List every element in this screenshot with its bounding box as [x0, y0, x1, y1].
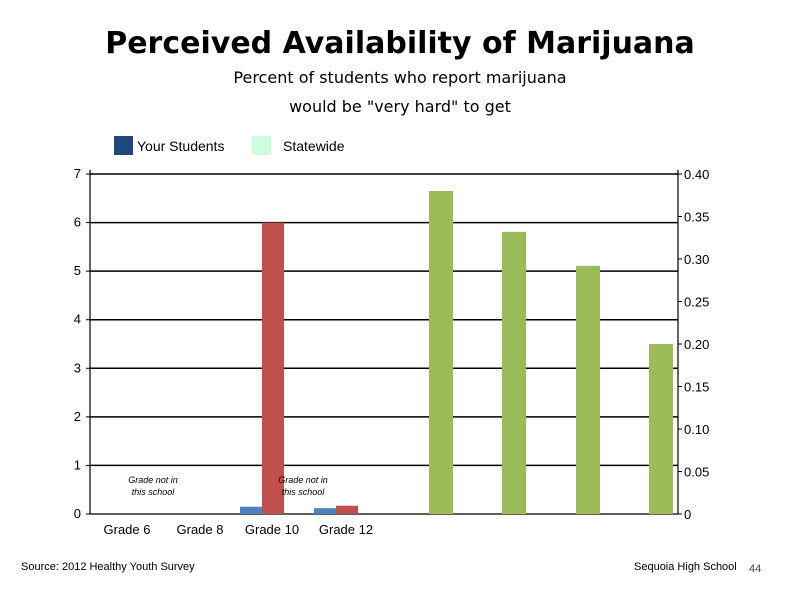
bar: [240, 506, 262, 514]
left-tick-label: 1: [74, 457, 81, 472]
page-number: 44: [749, 563, 762, 575]
category-label: Grade 10: [245, 522, 299, 537]
left-tick-label: 2: [74, 409, 81, 424]
annotation-text: Grade not in: [128, 475, 178, 485]
left-tick-label: 5: [74, 263, 81, 278]
right-tick-label: 0.25: [684, 295, 709, 310]
bar: [502, 231, 526, 515]
legend-label-your-students: Your Students: [137, 137, 225, 154]
annotation-text: Grade not in: [278, 475, 328, 485]
legend-item-statewide: Statewide: [252, 136, 344, 155]
legend-item-your-students: Your Students: [114, 136, 224, 155]
category-label: Grade 6: [104, 522, 151, 537]
bar: [262, 222, 284, 515]
left-tick-label: 0: [74, 506, 81, 521]
right-tick-label: 0.15: [684, 380, 709, 395]
chart-subtitle-line-2: would be "very hard" to get: [289, 97, 511, 116]
legend-label-statewide: Statewide: [283, 137, 345, 154]
left-tick-label: 4: [74, 312, 81, 327]
left-tick-label: 6: [74, 215, 81, 230]
right-tick-label: 0.10: [684, 422, 709, 437]
bar: [429, 191, 453, 514]
annotation-text: this school: [132, 487, 176, 497]
bar: [336, 505, 358, 514]
right-tick-label: 0.40: [684, 167, 709, 182]
bar: [576, 265, 600, 514]
annotation-text: this school: [282, 487, 326, 497]
chart-title: Perceived Availability of Marijuana: [105, 26, 695, 61]
chart-subtitle-line-1: Percent of students who report marijuana: [233, 68, 567, 87]
bar: [649, 344, 673, 514]
legend-swatch-statewide: [252, 136, 271, 155]
school-name: Sequoia High School: [634, 561, 737, 573]
left-tick-label: 7: [74, 166, 81, 181]
right-tick-label: 0.20: [684, 337, 709, 352]
category-label: Grade 8: [177, 522, 224, 537]
right-tick-label: 0.35: [684, 210, 709, 225]
source-note: Source: 2012 Healthy Youth Survey: [21, 561, 195, 573]
right-tick-label: 0.05: [684, 465, 709, 480]
bar: [314, 508, 336, 514]
category-label: Grade 12: [319, 522, 373, 537]
right-tick-label: 0.30: [684, 252, 709, 267]
left-tick-label: 3: [74, 360, 81, 375]
legend-swatch-your-students: [114, 136, 133, 155]
right-tick-label: 0: [684, 507, 691, 522]
